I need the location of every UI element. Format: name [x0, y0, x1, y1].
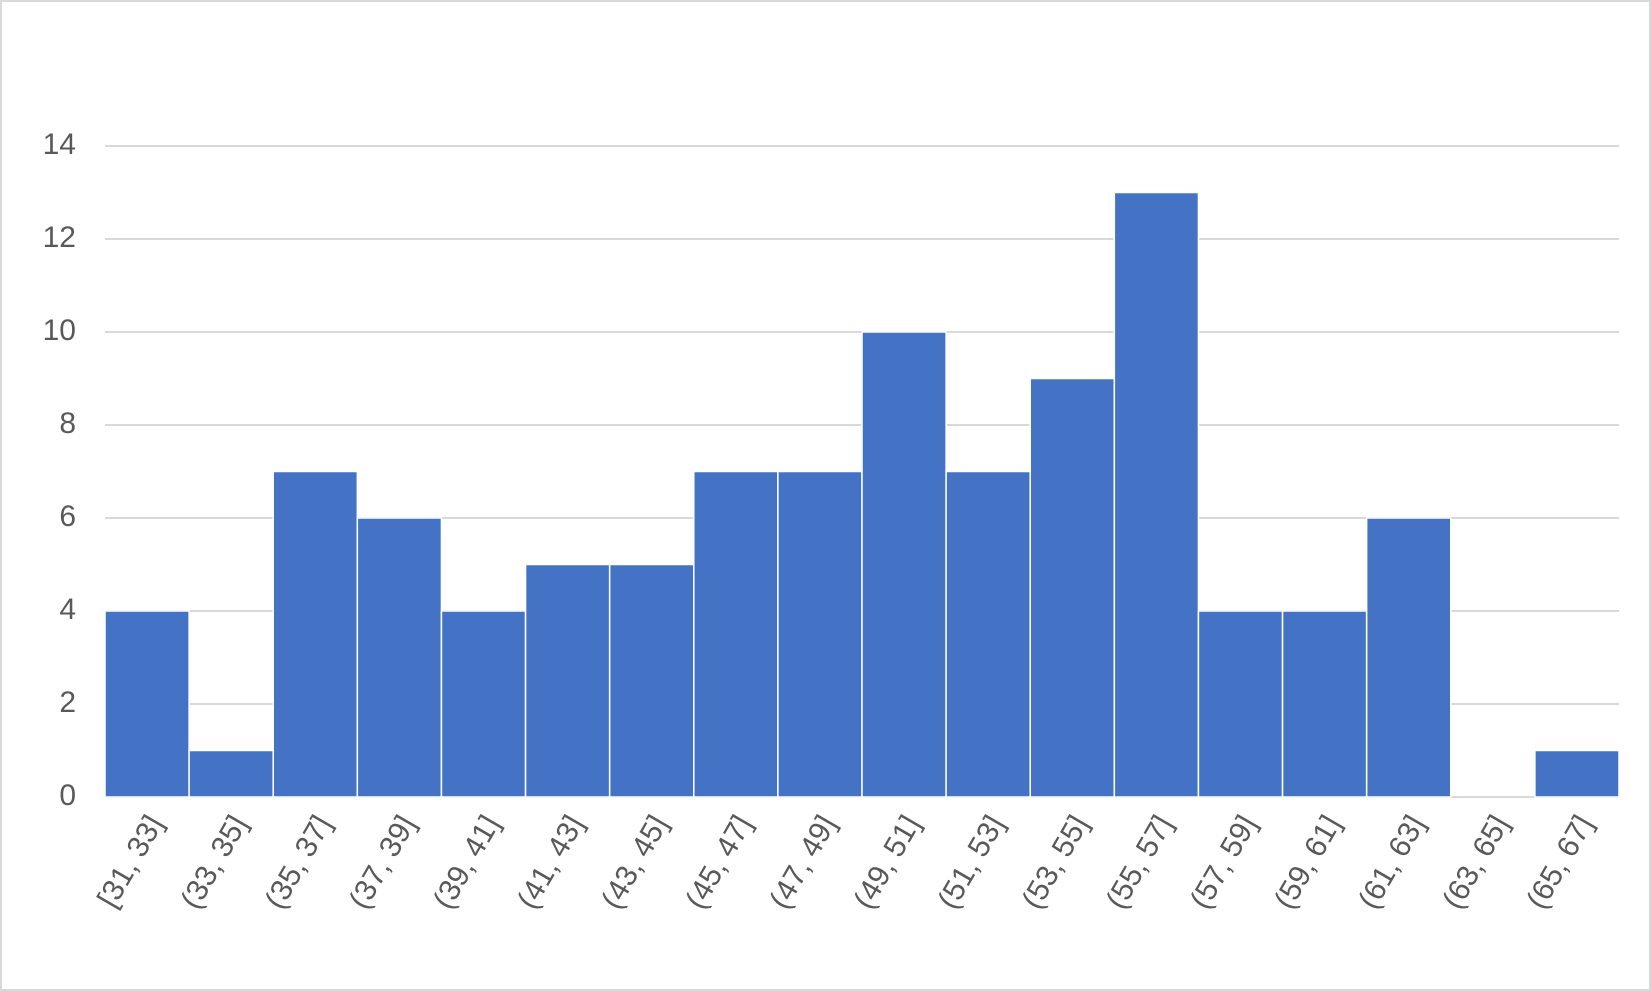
bar — [104, 610, 190, 798]
bar — [1281, 610, 1368, 798]
y-tick-label: 2 — [59, 686, 76, 719]
bar — [1029, 377, 1116, 798]
bar — [693, 470, 779, 798]
y-tick-label: 12 — [43, 221, 76, 254]
bar — [356, 517, 443, 798]
y-tick-label: 4 — [59, 593, 76, 626]
y-tick-label: 10 — [43, 314, 76, 347]
bar — [188, 749, 274, 798]
y-tick-label: 8 — [59, 407, 76, 440]
bar — [524, 563, 611, 798]
bar — [777, 470, 863, 798]
bar — [608, 563, 695, 798]
bar — [861, 331, 947, 798]
bar — [1365, 517, 1452, 798]
y-tick-label: 14 — [43, 128, 76, 161]
bar — [440, 610, 527, 798]
y-tick-label: 0 — [59, 779, 76, 812]
bar — [1113, 191, 1200, 798]
bar — [1197, 610, 1284, 798]
bar — [945, 470, 1031, 798]
bar — [272, 470, 359, 798]
y-tick-label: 6 — [59, 500, 76, 533]
bar — [1534, 749, 1620, 798]
